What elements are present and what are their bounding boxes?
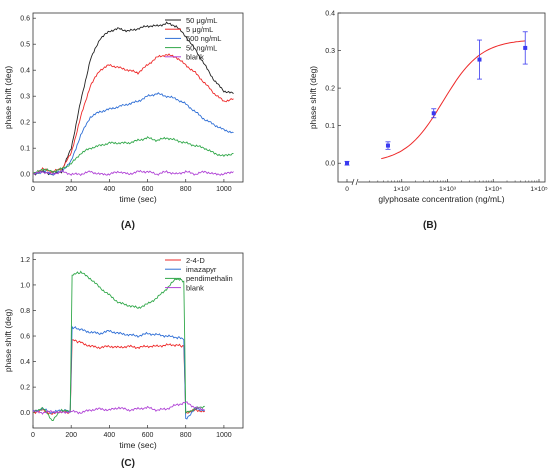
panel-b: 0.0 0.1 0.2 0.3 0.4 0 1×10² 1×10³ 1×10⁴ 1×10⁵ glyp… (308, 11, 548, 232)
y-axis-label: phase shift (deg) (3, 309, 13, 372)
legend-label: 50 μg/mL (186, 16, 217, 25)
panel-label: (B) (423, 220, 437, 231)
legend-label: 2-4-D (186, 256, 205, 265)
series-line-blank (32, 169, 234, 177)
data-point (477, 57, 482, 62)
x-tick-label: 1×10⁴ (485, 186, 503, 193)
legend-label: blank (186, 53, 204, 62)
legend-label: 5 μg/mL (186, 25, 213, 34)
plot-frame (32, 252, 244, 429)
data-point (345, 161, 349, 166)
x-tick-label: 0 (345, 186, 349, 193)
data-point (523, 45, 528, 50)
x-tick-label: 400 (104, 432, 116, 439)
y-tick-label: 0.3 (325, 48, 335, 55)
x-tick-label: 200 (65, 432, 77, 439)
y-tick-label: 0.0 (20, 172, 30, 179)
panel-c: 0 200 400 600 800 1000 0.0 0.2 0.4 0.6 0.8 1.0 1.2 ti… (3, 252, 244, 469)
y-tick-label: 0.0 (20, 410, 30, 417)
x-tick-label: 0 (31, 432, 35, 439)
y-axis-label: phase shift (deg) (3, 66, 13, 129)
x-tick-label: 1000 (216, 432, 232, 439)
y-tick-label: 0.3 (20, 94, 30, 101)
series-line-50-ng-ml (32, 136, 234, 176)
y-tick-label: 0.1 (20, 146, 30, 153)
legend-label: imazapyr (186, 265, 217, 274)
data-point (431, 111, 436, 116)
y-tick-label: 0.4 (20, 68, 30, 75)
plot-frame (32, 12, 244, 183)
y-tick-label: 0.4 (20, 359, 30, 366)
axis-break-mark (351, 178, 355, 186)
x-tick-label: 1000 (216, 186, 232, 193)
x-tick-label: 1×10³ (439, 186, 457, 193)
y-tick-label: 1.0 (20, 282, 30, 289)
x-tick-label: 600 (142, 186, 154, 193)
x-tick-label: 600 (142, 432, 154, 439)
x-axis-label: time (sec) (119, 440, 156, 450)
legend-label: 50 ng/mL (186, 43, 217, 52)
series-line-500-ng-ml (32, 92, 234, 176)
axis-break-gap (353, 179, 358, 185)
plot-frame (337, 12, 546, 183)
axis-break-mark (355, 178, 359, 186)
x-tick-label: 1×10⁵ (530, 186, 548, 193)
x-tick-label: 1×10² (393, 186, 411, 193)
y-tick-label: 0.2 (20, 120, 30, 127)
x-axis-label: time (sec) (119, 194, 156, 204)
y-tick-label: 0.6 (20, 16, 30, 23)
panel-label: (A) (121, 220, 135, 231)
y-tick-label: 0.6 (20, 334, 30, 341)
series-line-50-g-ml (32, 21, 234, 176)
y-tick-label: 0.8 (20, 308, 30, 315)
series-line-5-g-ml (32, 53, 234, 175)
x-axis-label: glyphosate concentration (ng/mL) (378, 194, 504, 204)
y-tick-label: 0.2 (325, 86, 335, 93)
data-point (385, 143, 390, 148)
y-tick-label: 1.2 (20, 257, 30, 264)
panel-a: 0 200 400 600 800 1000 0.0 0.1 0.2 0.3 0.4 0.5 0.6 ti… (3, 12, 244, 231)
legend-label: 500 ng/mL (186, 34, 221, 43)
y-tick-label: 0.5 (20, 42, 30, 49)
series-line-blank (32, 401, 205, 415)
legend-label: pendimethalin (186, 274, 233, 283)
x-tick-label: 0 (31, 186, 35, 193)
y-tick-label: 0.0 (325, 161, 335, 168)
panel-label: (C) (121, 458, 135, 469)
series-line-pendimethalin (32, 270, 205, 421)
fit-curve (381, 40, 526, 160)
y-tick-label: 0.2 (20, 385, 30, 392)
legend-label: blank (186, 283, 204, 292)
series-line-2-4-d (32, 339, 205, 415)
y-tick-label: 0.1 (325, 123, 335, 130)
x-tick-label: 200 (65, 186, 77, 193)
y-tick-label: 0.4 (325, 11, 335, 18)
x-tick-label: 800 (180, 186, 192, 193)
x-tick-label: 400 (104, 186, 116, 193)
x-tick-label: 800 (180, 432, 192, 439)
y-axis-label: phase shift (deg) (308, 66, 318, 129)
